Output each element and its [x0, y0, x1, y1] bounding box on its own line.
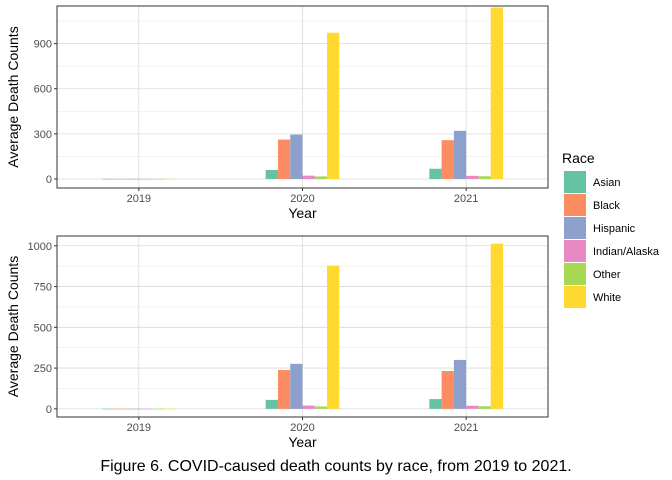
legend-label: Asian: [593, 177, 621, 189]
legend-label: Indian/Alaska: [593, 246, 660, 258]
y-tick-label: 300: [34, 129, 52, 141]
bar-hispanic-2021: [453, 359, 467, 409]
figure: 0 300 600 900 2019 2020 2021 Year Average Death …: [5, 5, 660, 450]
bar-indian-alaska-2021: [466, 175, 479, 179]
legend-key-other: [564, 263, 586, 285]
legend-title: Race: [562, 150, 595, 166]
bar-hispanic-2020: [290, 363, 303, 409]
legend-key-white: [564, 286, 586, 308]
y-axis-title: Average Death Counts: [5, 256, 21, 397]
bar-white-2019: [163, 408, 176, 410]
bar-white-2021: [490, 243, 503, 409]
bar-indian-alaska-2021: [466, 405, 479, 409]
x-tick-label: 2021: [454, 193, 478, 205]
legend-label: Hispanic: [593, 223, 636, 235]
bar-white-2019: [163, 178, 176, 180]
chart-panel-top: 0 300 600 900 2019 2020 2021 Year Average Death …: [5, 5, 549, 221]
chart-panel-bottom: 0 250 500 750 1000 2019 2020 2021 Year Average De…: [5, 235, 549, 450]
y-tick-label: 0: [46, 174, 52, 186]
bar-other-2021: [478, 176, 491, 179]
bar-other-2020: [314, 406, 328, 409]
bar-asian-2020: [265, 169, 278, 179]
bar-black-2020: [277, 370, 291, 409]
bar-asian-2019: [102, 408, 115, 410]
bar-white-2020: [327, 32, 340, 179]
y-tick-label: 1000: [28, 241, 52, 253]
y-tick-label: 900: [34, 39, 52, 51]
bar-asian-2021: [429, 168, 442, 179]
bar-white-2021: [490, 7, 503, 179]
legend-label: White: [593, 292, 621, 304]
bar-indian-alaska-2020: [302, 175, 315, 179]
x-tick-label: 2019: [127, 422, 151, 434]
bar-asian-2019: [102, 178, 115, 180]
bar-hispanic-2020: [290, 134, 303, 179]
y-axis-title: Average Death Counts: [5, 26, 21, 167]
bar-indian-alaska-2020: [302, 405, 315, 409]
bar-other-2020: [314, 176, 328, 179]
bar-other-2021: [478, 406, 491, 409]
bar-asian-2021: [429, 399, 442, 409]
legend: Race Asian Black Hispanic Indian/Alaska Other…: [562, 150, 660, 308]
y-tick-label: 600: [34, 84, 52, 96]
x-axis-title: Year: [288, 434, 317, 450]
x-tick-label: 2020: [290, 193, 314, 205]
bar-white-2020: [327, 265, 340, 409]
x-tick-label: 2021: [454, 422, 478, 434]
bar-black-2019: [114, 408, 127, 410]
bar-black-2021: [441, 140, 454, 179]
bar-indian-alaska-2019: [138, 408, 152, 410]
y-tick-label: 750: [34, 282, 52, 294]
x-tick-label: 2019: [127, 193, 151, 205]
legend-key-black: [564, 194, 586, 216]
bar-other-2019: [151, 408, 164, 410]
legend-key-hispanic: [564, 217, 586, 239]
legend-key-indian-alaska: [564, 240, 586, 262]
x-tick-label: 2020: [290, 422, 314, 434]
bar-asian-2020: [265, 399, 278, 409]
bar-black-2021: [441, 371, 454, 409]
bar-indian-alaska-2019: [138, 178, 152, 180]
legend-label: Black: [593, 200, 620, 212]
y-tick-label: 250: [34, 363, 52, 375]
y-tick-label: 0: [46, 404, 52, 416]
bar-hispanic-2019: [126, 408, 139, 410]
bar-hispanic-2019: [126, 178, 139, 180]
bar-black-2019: [114, 178, 127, 180]
legend-key-asian: [564, 171, 586, 193]
y-tick-label: 500: [34, 322, 52, 334]
bar-black-2020: [277, 139, 291, 179]
figure-caption: Figure 6. COVID-caused death counts by r…: [100, 458, 572, 475]
bar-other-2019: [151, 178, 164, 180]
x-axis-title: Year: [288, 205, 317, 221]
legend-label: Other: [593, 269, 621, 281]
bar-hispanic-2021: [453, 130, 467, 179]
